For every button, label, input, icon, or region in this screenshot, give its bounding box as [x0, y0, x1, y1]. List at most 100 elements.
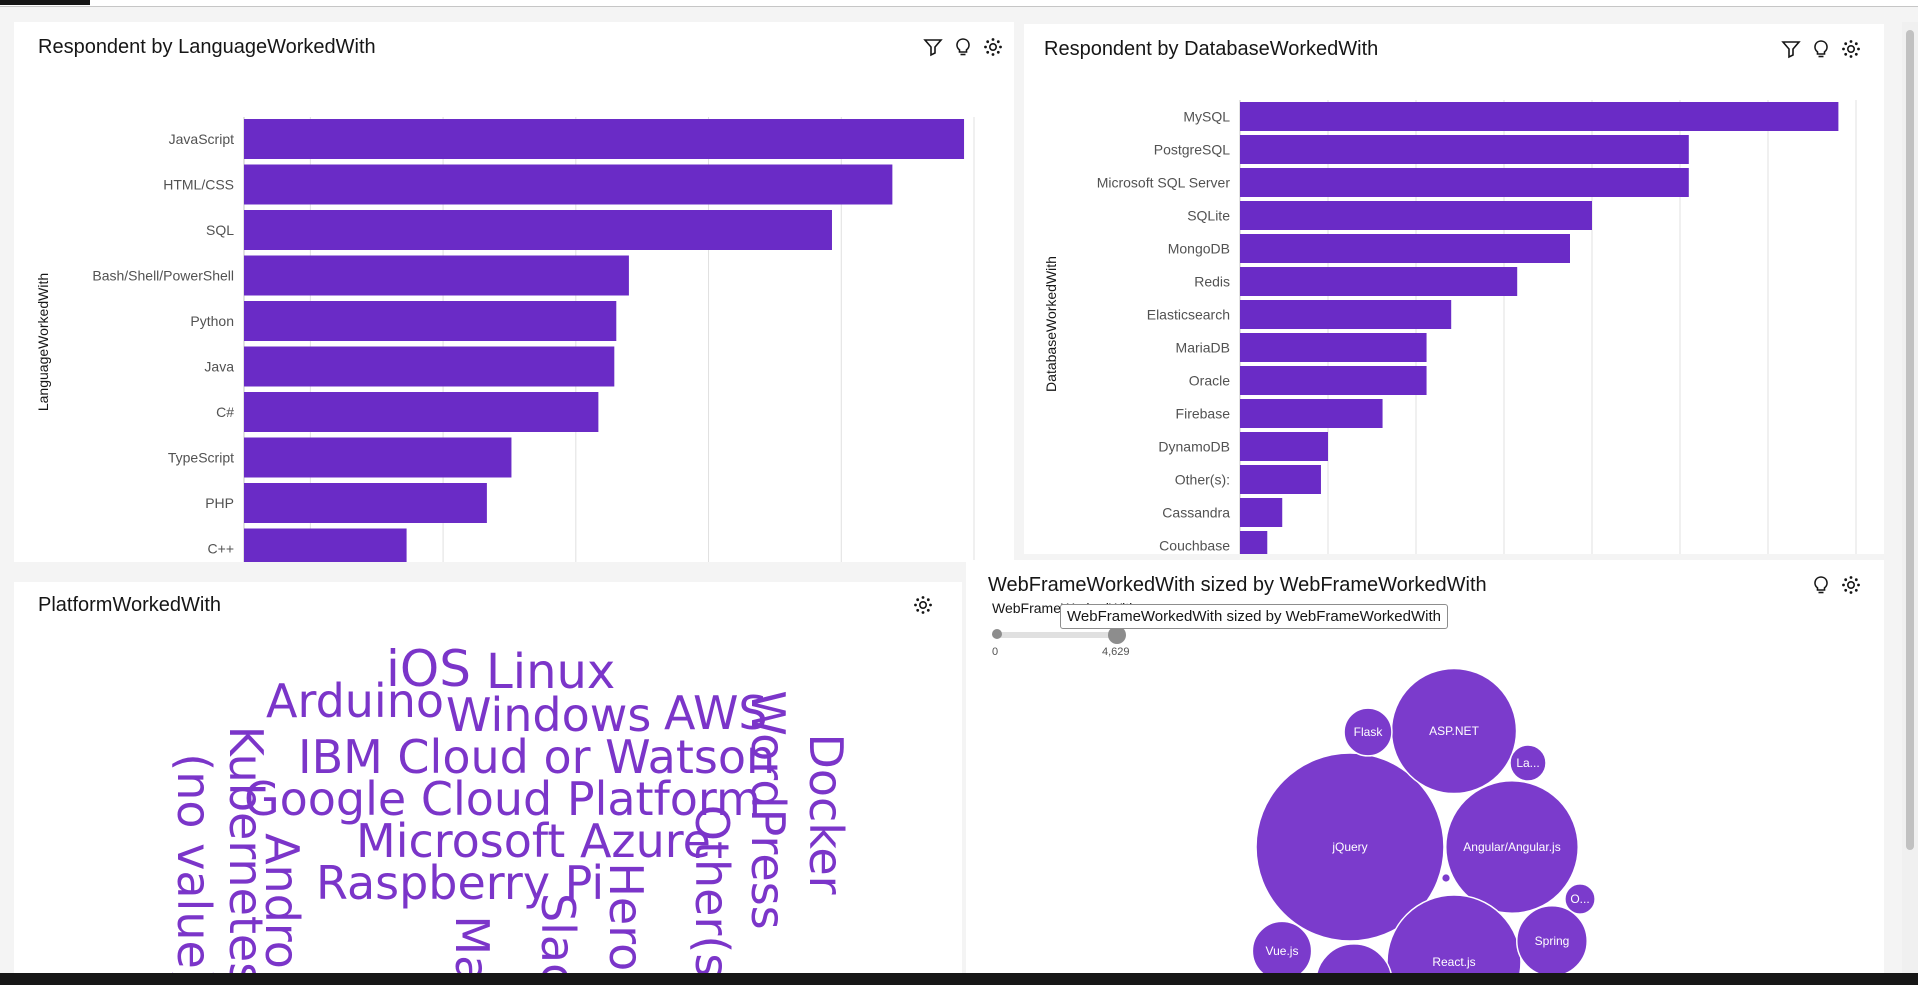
bar: [1240, 465, 1321, 494]
bubble-label: React.js: [1432, 955, 1475, 969]
word-google-cloud[interactable]: Google Cloud Platform: [244, 772, 761, 826]
bar: [1240, 201, 1592, 230]
category-label: JavaScript: [169, 131, 234, 147]
settings-icon[interactable]: [1840, 574, 1862, 596]
bar: [244, 392, 599, 432]
word-arduino[interactable]: Arduino: [266, 674, 445, 728]
category-label: Redis: [1194, 274, 1230, 290]
category-label: Other(s):: [1175, 472, 1230, 488]
panel-title: PlatformWorkedWith: [38, 594, 222, 616]
bubble: [1444, 779, 1580, 915]
settings-icon[interactable]: [1840, 38, 1862, 60]
category-label: PHP: [205, 495, 234, 511]
bar: [244, 346, 615, 387]
category-label: MongoDB: [1168, 241, 1230, 257]
settings-icon[interactable]: [982, 36, 1004, 58]
platform-wordcloud-panel: PlatformWorkedWith iOS Linux Arduino Win…: [14, 582, 962, 973]
word-aws[interactable]: AWS: [664, 686, 768, 740]
lightbulb-icon[interactable]: [1810, 38, 1832, 60]
scrollbar-thumb[interactable]: [1906, 30, 1914, 850]
bar: [1240, 102, 1839, 131]
language-bar-chart: LanguageWorkedWith 010,000,00030,000,000…: [35, 117, 975, 562]
bar: [244, 119, 965, 159]
active-tab-indicator[interactable]: [0, 0, 90, 5]
slider-max-handle[interactable]: [1108, 626, 1126, 644]
bubble: [1255, 752, 1445, 942]
bubble-label: Spring: [1535, 934, 1570, 948]
bubble: [1440, 872, 1452, 884]
category-label: Python: [190, 313, 234, 329]
category-label: Couchbase: [1159, 538, 1230, 554]
bar: [1240, 498, 1283, 527]
word-no-value[interactable]: (no value): [167, 753, 221, 973]
language-chart-panel: Respondent by LanguageWorkedWith Languag…: [14, 22, 1014, 562]
word-docker[interactable]: Docker: [799, 733, 853, 895]
word-others[interactable]: Other(s): [685, 804, 739, 973]
word-mac[interactable]: Mac: [445, 915, 499, 973]
word-slack[interactable]: Slack: [531, 892, 585, 973]
bubble-label: Angular/Angular.js: [1463, 840, 1560, 854]
category-label: HTML/CSS: [163, 177, 234, 193]
bar: [244, 210, 832, 250]
top-strip: [0, 0, 1918, 7]
bubble-label: jQuery: [1331, 840, 1367, 854]
category-label: MariaDB: [1176, 340, 1230, 356]
bar: [1240, 333, 1427, 362]
bubble-label: ASP.NET: [1429, 724, 1479, 738]
category-label: Cassandra: [1162, 505, 1230, 521]
bar: [1240, 234, 1570, 263]
word-ibm-cloud[interactable]: IBM Cloud or Watson: [298, 730, 776, 784]
bubble-label: Vue.js: [1266, 944, 1299, 958]
word-android[interactable]: Android: [255, 833, 309, 973]
category-label: C#: [216, 404, 234, 420]
category-label: PostgreSQL: [1154, 142, 1230, 158]
wordcloud-area: iOS Linux Arduino Windows AWS IBM Cloud …: [14, 582, 962, 973]
tooltip: WebFrameWorkedWith sized by WebFrameWork…: [1060, 604, 1448, 629]
bar: [244, 164, 893, 205]
filter-icon[interactable]: [1780, 38, 1802, 60]
bar: [1240, 267, 1518, 296]
filter-icon[interactable]: [922, 36, 944, 58]
slider-max-label: 4,629: [1102, 646, 1130, 658]
bar: [1240, 399, 1383, 428]
word-linux[interactable]: Linux: [486, 644, 616, 700]
category-label: Microsoft SQL Server: [1097, 175, 1231, 191]
bubble: [1251, 920, 1313, 973]
database-bar-chart: DatabaseWorkedWith MySQL PostgreSQL Micros…: [1043, 100, 1857, 554]
word-azure[interactable]: Microsoft Azure: [356, 814, 711, 868]
category-label: Elasticsearch: [1147, 307, 1230, 323]
category-label: Java: [204, 359, 234, 375]
bubble-label: O...: [1570, 892, 1589, 906]
bar: [244, 437, 512, 478]
bar: [1240, 300, 1452, 329]
bar: [244, 528, 407, 562]
word-wordpress[interactable]: WordPress: [741, 690, 795, 930]
word-windows[interactable]: Windows: [446, 688, 652, 742]
bottom-bar: [0, 973, 1918, 985]
lightbulb-icon[interactable]: [952, 36, 974, 58]
bar: [244, 483, 487, 523]
category-label: MySQL: [1183, 109, 1230, 125]
word-ios[interactable]: iOS: [386, 640, 471, 698]
category-label: C++: [208, 541, 234, 557]
size-legend-slider[interactable]: [998, 632, 1118, 638]
category-label: Firebase: [1176, 406, 1231, 422]
bar: [1240, 531, 1268, 554]
scrollbar[interactable]: [1902, 22, 1918, 985]
category-label: SQL: [206, 222, 234, 238]
bar: [244, 255, 629, 296]
word-heroku[interactable]: Heroku: [599, 862, 653, 973]
slider-min-handle[interactable]: [992, 629, 1002, 639]
bar: [1240, 135, 1689, 164]
bubble: [1343, 707, 1393, 757]
y-axis-label: LanguageWorkedWith: [35, 273, 51, 411]
panel-title: Respondent by LanguageWorkedWith: [38, 36, 376, 58]
settings-icon[interactable]: [912, 594, 934, 616]
lightbulb-icon[interactable]: [1810, 574, 1832, 596]
database-chart-panel: Respondent by DatabaseWorkedWith Databas…: [1024, 24, 1884, 554]
bar: [1240, 366, 1427, 395]
category-label: DynamoDB: [1158, 439, 1230, 455]
slider-min-label: 0: [992, 646, 999, 658]
word-raspberry-pi[interactable]: Raspberry Pi: [316, 856, 605, 910]
bubble: [1516, 905, 1588, 973]
